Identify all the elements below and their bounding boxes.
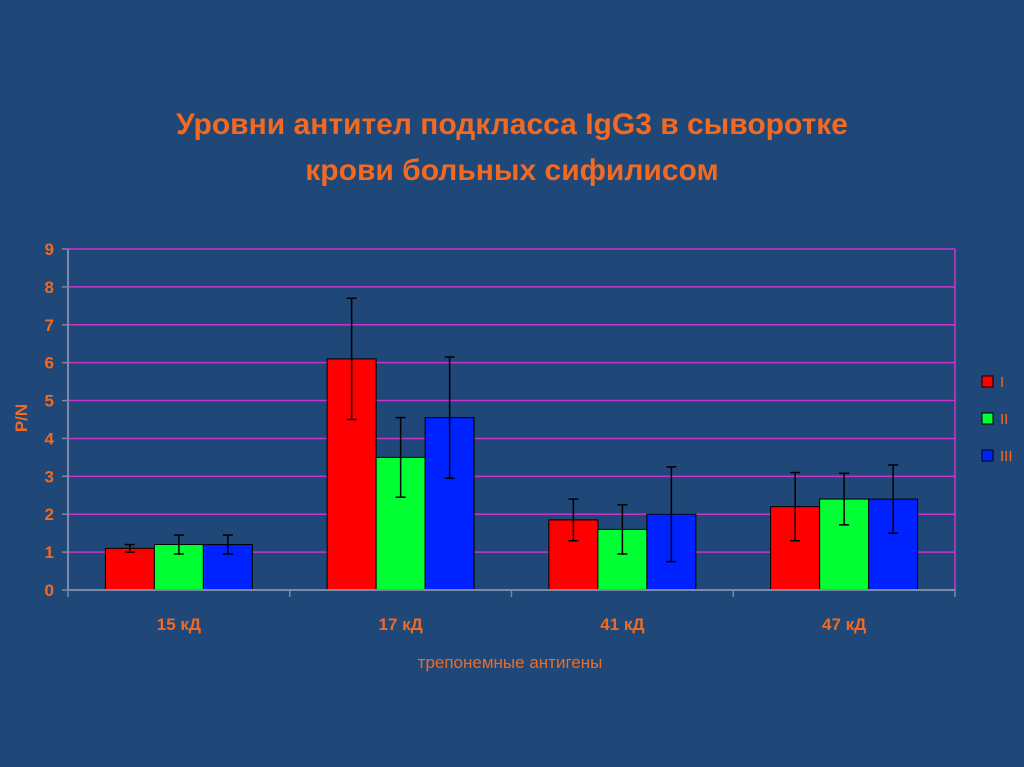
y-tick-label-7: 7 [45,316,54,335]
x-axis-title: трепонемные антигены [418,653,603,672]
grid-lines [68,248,956,590]
y-tick-label-8: 8 [45,278,54,297]
y-axis-title: P/N [12,404,31,432]
legend-label-III: III [1000,448,1013,465]
y-tick-label-3: 3 [45,467,54,486]
legend-label-II: II [1000,411,1008,428]
chart-title: Уровни антител подкласса IgG3 в сыворотк… [0,102,1024,194]
axes: 0 1 2 3 4 5 6 7 8 9 15 кД 17 кД 41 кД 47 кД [45,240,956,634]
x-tick-label-0: 15 кД [157,615,201,634]
x-tick-label-1: 17 кД [378,615,422,634]
y-tick-label-1: 1 [45,543,54,562]
y-tick-label-5: 5 [45,392,54,411]
legend-swatch-I [981,375,994,388]
bars [104,297,919,591]
legend-swatch-II [981,412,994,425]
chart-title-line-1: Уровни антител подкласса IgG3 в сыворотк… [176,108,848,141]
y-tick-label-6: 6 [45,354,54,373]
legend-swatch-III [981,449,994,462]
x-tick-label-2: 41 кД [600,615,644,634]
y-tick-label-2: 2 [45,505,54,524]
chart-title-line-2: крови больных сифилисом [305,154,719,187]
legend-label-I: I [1000,374,1004,391]
x-tick-label-3: 47 кД [822,615,866,634]
y-tick-label-0: 0 [45,581,54,600]
y-tick-label-9: 9 [45,240,54,259]
y-tick-label-4: 4 [45,429,55,448]
bar-I-0 [104,547,155,591]
